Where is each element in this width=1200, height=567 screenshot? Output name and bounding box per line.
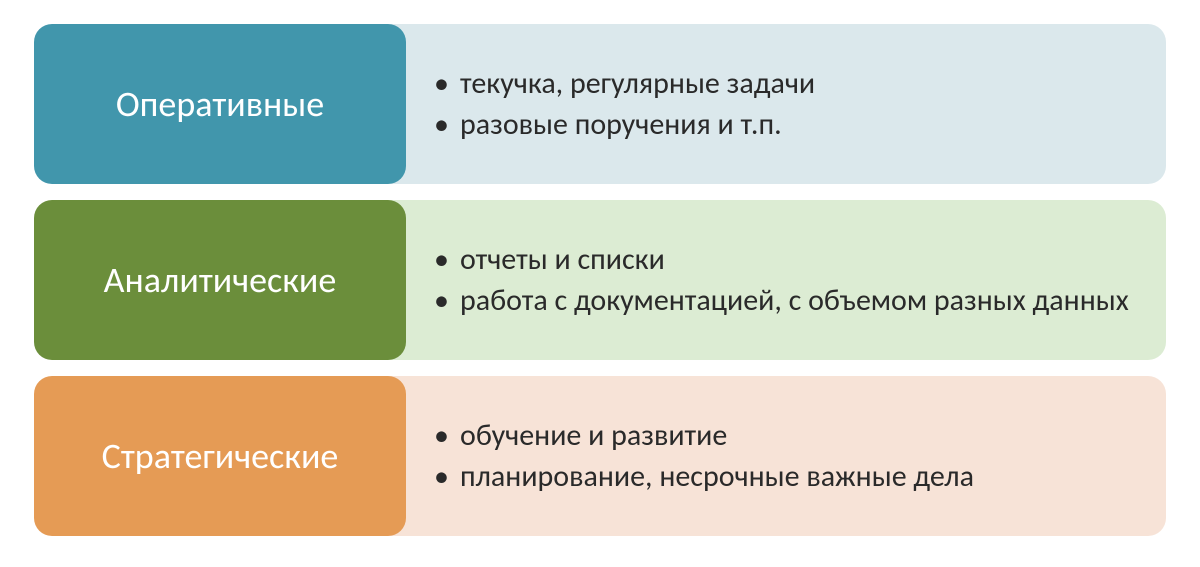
list-item: отчеты и списки	[434, 240, 1129, 279]
category-title: Аналитические	[104, 258, 337, 302]
diagram-container: Оперативные текучка, регулярные задачи р…	[0, 0, 1200, 567]
category-label: Аналитические	[34, 200, 406, 360]
category-content: отчеты и списки работа с документацией, …	[386, 200, 1166, 360]
category-content: обучение и развитие планирование, несроч…	[386, 376, 1166, 536]
bullet-list: отчеты и списки работа с документацией, …	[434, 238, 1129, 322]
list-item: текучка, регулярные задачи	[434, 64, 815, 103]
bullet-list: обучение и развитие планирование, несроч…	[434, 414, 974, 498]
list-item: обучение и развитие	[434, 416, 974, 455]
category-row: Стратегические обучение и развитие плани…	[34, 376, 1166, 536]
category-row: Аналитические отчеты и списки работа с д…	[34, 200, 1166, 360]
list-item: разовые поручения и т.п.	[434, 105, 815, 144]
category-label: Стратегические	[34, 376, 406, 536]
category-content: текучка, регулярные задачи разовые поруч…	[386, 24, 1166, 184]
category-label: Оперативные	[34, 24, 406, 184]
bullet-list: текучка, регулярные задачи разовые поруч…	[434, 62, 815, 146]
category-title: Оперативные	[116, 82, 324, 126]
list-item: планирование, несрочные важные дела	[434, 457, 974, 496]
list-item: работа с документацией, с объемом разных…	[434, 281, 1129, 320]
category-row: Оперативные текучка, регулярные задачи р…	[34, 24, 1166, 184]
category-title: Стратегические	[102, 434, 339, 478]
